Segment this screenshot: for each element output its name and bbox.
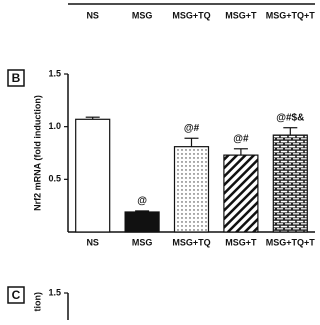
annotation: @#$& xyxy=(276,112,304,123)
y-tick-label: 1.0 xyxy=(48,121,61,131)
annotation: @# xyxy=(233,133,249,144)
y-tick-label: 0.5 xyxy=(48,174,61,184)
bar xyxy=(75,118,111,233)
panel-label: B xyxy=(12,71,21,85)
panel-box xyxy=(7,69,25,87)
x-tick-label: MSG+TQ xyxy=(172,10,210,20)
x-tick-label: MSG xyxy=(132,10,153,20)
annotation: @ xyxy=(137,196,147,207)
y-tick-label: 1.5 xyxy=(48,68,61,78)
x-tick-label: MSG+TQ xyxy=(172,237,210,247)
x-tick-label: MSG+T xyxy=(225,237,257,247)
annotation: @# xyxy=(184,123,200,134)
y-axis-label: Nrf2 mRNA (fold induction) xyxy=(32,95,42,211)
y-tick-label: 1.5 xyxy=(48,287,61,297)
panel-label: C xyxy=(12,288,21,302)
bar xyxy=(223,154,259,233)
panel-box xyxy=(7,286,25,304)
bar xyxy=(272,134,308,233)
y-axis-label: tion) xyxy=(32,292,42,312)
x-tick-label: NS xyxy=(86,10,99,20)
bar xyxy=(173,146,210,233)
x-tick-label: MSG xyxy=(132,237,153,247)
x-tick-label: NS xyxy=(86,237,99,247)
x-tick-label: MSG+T xyxy=(225,10,257,20)
bar xyxy=(124,211,160,233)
x-tick-label: MSG+TQ+T xyxy=(266,10,316,20)
x-tick-label: MSG+TQ+T xyxy=(266,237,316,247)
